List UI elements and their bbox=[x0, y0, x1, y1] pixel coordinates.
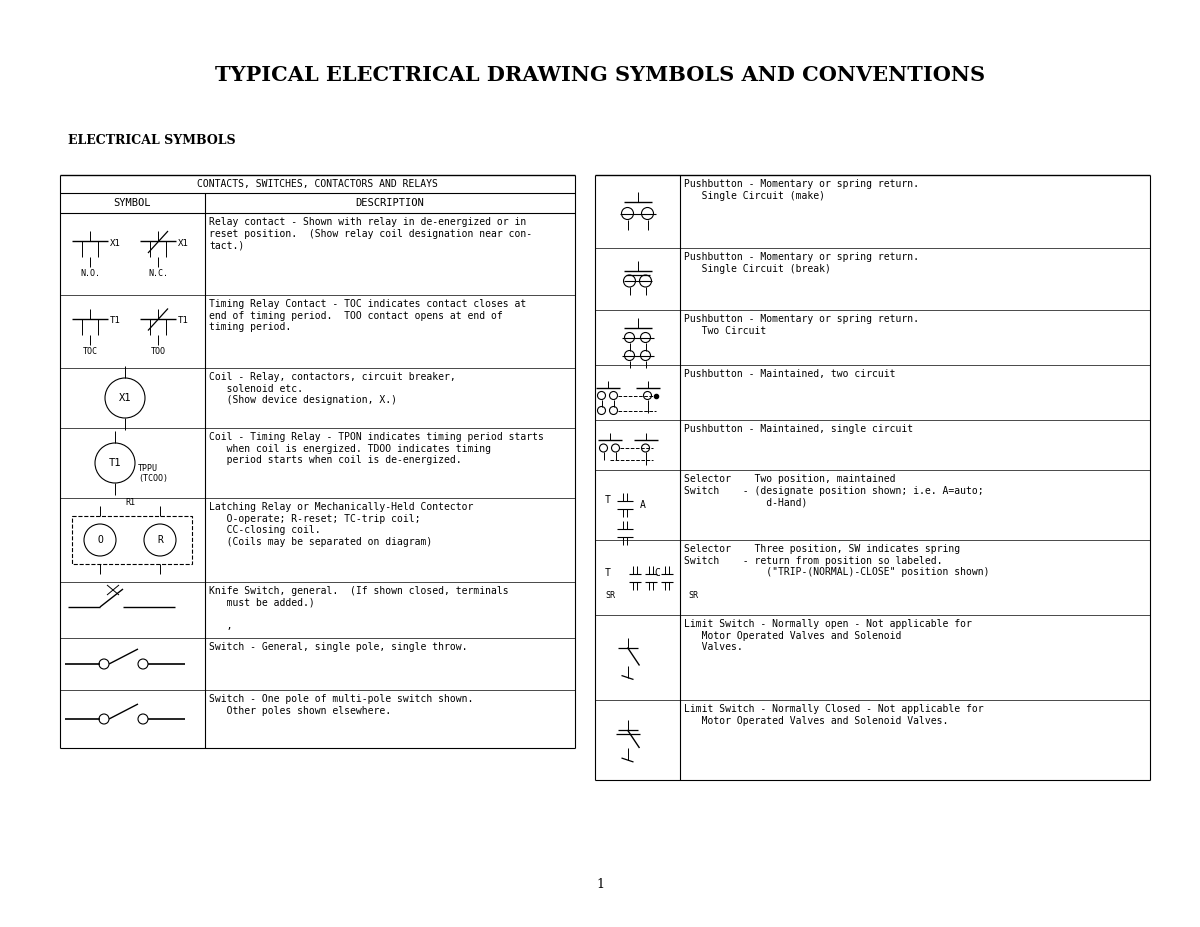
Text: SR: SR bbox=[688, 591, 698, 600]
Text: CONTACTS, SWITCHES, CONTACTORS AND RELAYS: CONTACTS, SWITCHES, CONTACTORS AND RELAY… bbox=[197, 179, 438, 189]
Text: Relay contact - Shown with relay in de-energized or in
reset position.  (Show re: Relay contact - Shown with relay in de-e… bbox=[209, 217, 532, 250]
Text: ELECTRICAL SYMBOLS: ELECTRICAL SYMBOLS bbox=[68, 133, 235, 146]
Text: SR: SR bbox=[605, 591, 616, 600]
Text: Selector    Two position, maintained
Switch    - (designate position shown; i.e.: Selector Two position, maintained Switch… bbox=[684, 474, 984, 507]
Text: R1: R1 bbox=[125, 498, 134, 506]
Text: DESCRIPTION: DESCRIPTION bbox=[355, 198, 425, 208]
Bar bbox=[72, 516, 192, 564]
Text: T1: T1 bbox=[178, 316, 188, 325]
Text: Latching Relay or Mechanically-Held Contector
   O-operate; R-reset; TC-trip coi: Latching Relay or Mechanically-Held Cont… bbox=[209, 502, 473, 547]
Text: Limit Switch - Normally Closed - Not applicable for
   Motor Operated Valves and: Limit Switch - Normally Closed - Not app… bbox=[684, 704, 984, 726]
Text: 1: 1 bbox=[596, 879, 604, 892]
Text: C: C bbox=[654, 567, 660, 578]
Text: Switch - General, single pole, single throw.: Switch - General, single pole, single th… bbox=[209, 642, 468, 652]
Text: Coil - Timing Relay - TPON indicates timing period starts
   when coil is energi: Coil - Timing Relay - TPON indicates tim… bbox=[209, 432, 544, 465]
Text: N.O.: N.O. bbox=[80, 269, 100, 278]
Text: Pushbutton - Maintained, single circuit: Pushbutton - Maintained, single circuit bbox=[684, 424, 913, 434]
Text: Switch - One pole of multi-pole switch shown.
   Other poles shown elsewhere.: Switch - One pole of multi-pole switch s… bbox=[209, 694, 473, 716]
Text: TYPICAL ELECTRICAL DRAWING SYMBOLS AND CONVENTIONS: TYPICAL ELECTRICAL DRAWING SYMBOLS AND C… bbox=[215, 65, 985, 85]
Text: TPPU: TPPU bbox=[138, 464, 158, 473]
Text: Pushbutton - Momentary or spring return.
   Single Circuit (break): Pushbutton - Momentary or spring return.… bbox=[684, 252, 919, 273]
Text: Pushbutton - Momentary or spring return.
   Two Circuit: Pushbutton - Momentary or spring return.… bbox=[684, 314, 919, 336]
Text: Pushbutton - Maintained, two circuit: Pushbutton - Maintained, two circuit bbox=[684, 369, 895, 379]
Text: SYMBOL: SYMBOL bbox=[114, 198, 151, 208]
Text: T: T bbox=[605, 495, 611, 505]
Text: TOO: TOO bbox=[150, 347, 166, 355]
Text: A: A bbox=[640, 500, 646, 510]
Text: Coil - Relay, contactors, circuit breaker,
   solenoid etc.
   (Show device desi: Coil - Relay, contactors, circuit breake… bbox=[209, 372, 456, 405]
Text: Pushbutton - Momentary or spring return.
   Single Circuit (make): Pushbutton - Momentary or spring return.… bbox=[684, 179, 919, 200]
Text: X1: X1 bbox=[119, 393, 131, 403]
Text: T1: T1 bbox=[110, 316, 121, 325]
Text: Knife Switch, general.  (If shown closed, terminals
   must be added.)

   ,: Knife Switch, general. (If shown closed,… bbox=[209, 586, 509, 630]
Text: O: O bbox=[97, 535, 103, 545]
Text: R: R bbox=[157, 535, 163, 545]
Text: Selector    Three position, SW indicates spring
Switch    - return from position: Selector Three position, SW indicates sp… bbox=[684, 544, 990, 578]
Text: Timing Relay Contact - TOC indicates contact closes at
end of timing period.  TO: Timing Relay Contact - TOC indicates con… bbox=[209, 299, 527, 332]
Text: TOC: TOC bbox=[83, 347, 97, 355]
Text: T: T bbox=[605, 567, 611, 578]
Text: (TCOO): (TCOO) bbox=[138, 474, 168, 482]
Text: T1: T1 bbox=[109, 458, 121, 468]
Text: X1: X1 bbox=[178, 238, 188, 248]
Text: X1: X1 bbox=[110, 238, 121, 248]
Text: Limit Switch - Normally open - Not applicable for
   Motor Operated Valves and S: Limit Switch - Normally open - Not appli… bbox=[684, 619, 972, 653]
Text: N.C.: N.C. bbox=[148, 269, 168, 278]
